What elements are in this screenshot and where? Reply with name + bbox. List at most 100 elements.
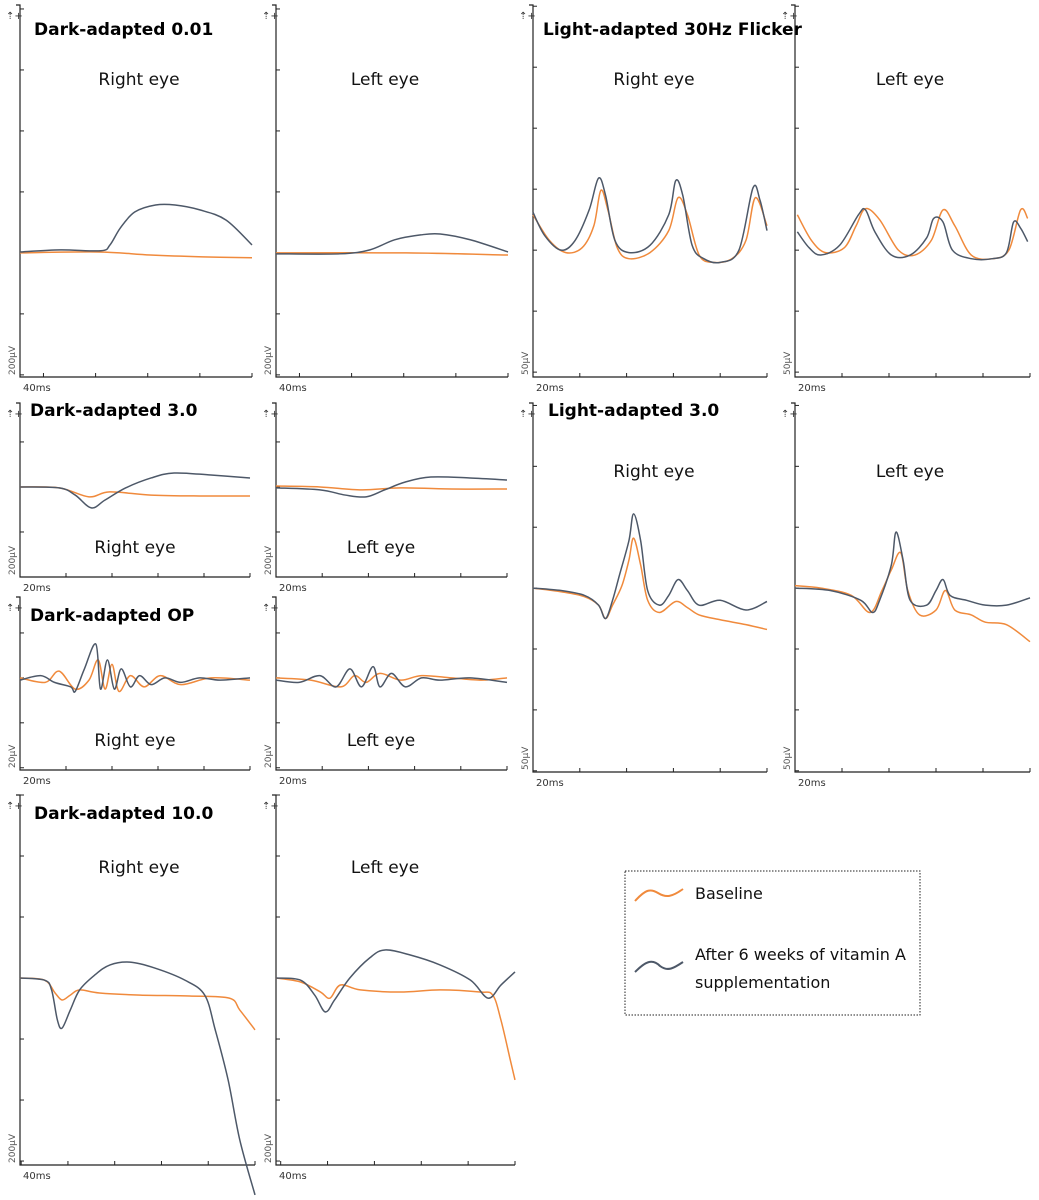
x-scale-label: 20ms: [23, 583, 51, 594]
polarity-icon: ⇡+: [262, 801, 279, 812]
after-supplementation-trace: [275, 476, 508, 498]
erg-panel: ⇡+ 40ms 200µV Dark-adapted 0.01 Right eye: [6, 4, 253, 394]
polarity-icon: ⇡+: [262, 11, 279, 22]
erg-panel: ⇡+ 20ms 200µV Dark-adapted 3.0 Right eye: [6, 401, 251, 594]
polarity-icon: ⇡+: [6, 801, 23, 812]
panel-title: Dark-adapted 3.0: [30, 401, 198, 421]
erg-panel: ⇡+ 20ms 50µV Light-adapted 3.0 Right eye: [519, 401, 768, 789]
legend-box: [624, 870, 921, 1016]
x-scale-label: 20ms: [798, 778, 826, 789]
erg-panel: ⇡+ 20ms 200µV Left eye: [262, 402, 508, 594]
panel-title: Dark-adapted 0.01: [34, 20, 213, 40]
after-supplementation-trace: [19, 472, 251, 509]
eye-label: Right eye: [98, 70, 179, 90]
legend: Baseline After 6 weeks of vitamin A supp…: [624, 870, 921, 1016]
after-supplementation-trace: [19, 643, 251, 693]
axis-lines: [16, 596, 250, 771]
baseline-trace: [275, 672, 508, 688]
after-supplementation-trace: [19, 203, 253, 253]
legend-after-label-line2: supplementation: [695, 973, 830, 992]
erg-panel: ⇡+ 20ms 50µV Light-adapted 30Hz Flicker Righ…: [519, 4, 803, 394]
axis-lines: [791, 4, 1030, 378]
eye-label: Right eye: [98, 858, 179, 878]
y-scale-label: 200µV: [8, 545, 18, 575]
y-scale-label: 50µV: [521, 746, 531, 770]
axis-lines: [272, 596, 507, 771]
baseline-trace: [19, 251, 253, 259]
eye-label: Right eye: [613, 70, 694, 90]
legend-baseline-label: Baseline: [695, 884, 763, 903]
x-scale-label: 20ms: [536, 778, 564, 789]
legend-after-label-line1: After 6 weeks of vitamin A: [695, 945, 906, 964]
axis-lines: [272, 794, 515, 1166]
y-scale-label: 50µV: [783, 746, 793, 770]
y-scale-label: 200µV: [264, 345, 274, 375]
polarity-icon: ⇡+: [262, 409, 279, 420]
polarity-icon: ⇡+: [781, 11, 798, 22]
x-scale-label: 20ms: [279, 583, 307, 594]
y-scale-label: 50µV: [783, 351, 793, 375]
after-supplementation-trace: [794, 531, 1031, 614]
y-scale-label: 200µV: [264, 545, 274, 575]
eye-label: Left eye: [347, 731, 415, 751]
y-scale-label: 20µV: [8, 744, 18, 768]
x-scale-label: 20ms: [536, 383, 564, 394]
panel-title: Light-adapted 30Hz Flicker: [543, 20, 803, 40]
polarity-icon: ⇡+: [262, 603, 279, 614]
axis-lines: [529, 402, 767, 773]
polarity-icon: ⇡+: [781, 409, 798, 420]
axis-lines: [16, 402, 250, 578]
polarity-icon: ⇡+: [6, 11, 23, 22]
after-supplementation-trace: [275, 949, 516, 1013]
baseline-trace: [275, 251, 509, 256]
eye-label: Right eye: [94, 538, 175, 558]
baseline-trace: [532, 189, 768, 264]
after-supplementation-trace: [275, 232, 509, 255]
axis-lines: [791, 402, 1030, 773]
eye-label: Left eye: [876, 462, 944, 482]
x-scale-label: 40ms: [279, 1171, 307, 1182]
panel-title: Dark-adapted OP: [30, 606, 194, 626]
legend-after-swatch: [634, 960, 684, 973]
x-scale-label: 40ms: [23, 383, 51, 394]
after-supplementation-trace: [19, 961, 256, 1196]
after-supplementation-trace: [532, 177, 768, 264]
x-scale-label: 20ms: [23, 776, 51, 787]
y-scale-label: 200µV: [264, 1133, 274, 1163]
axis-lines: [529, 4, 767, 378]
panel-title: Light-adapted 3.0: [548, 401, 719, 421]
erg-panel: ⇡+ 20ms 20µV Dark-adapted OP Right eye: [6, 596, 251, 787]
polarity-icon: ⇡+: [6, 409, 23, 420]
axis-lines: [272, 402, 507, 578]
y-scale-label: 200µV: [8, 1133, 18, 1163]
baseline-trace: [19, 486, 251, 498]
axis-lines: [16, 794, 255, 1166]
polarity-icon: ⇡+: [6, 603, 23, 614]
baseline-trace: [19, 659, 251, 693]
baseline-trace: [532, 537, 768, 631]
eye-label: Left eye: [351, 858, 419, 878]
erg-panel: ⇡+ 40ms 200µV Left eye: [262, 794, 516, 1182]
axis-lines: [272, 4, 508, 378]
baseline-trace: [275, 485, 508, 491]
baseline-trace: [19, 977, 256, 1031]
y-scale-label: 200µV: [8, 345, 18, 375]
baseline-trace: [275, 977, 516, 1081]
eye-label: Left eye: [347, 538, 415, 558]
x-scale-label: 20ms: [798, 383, 826, 394]
eye-label: Left eye: [876, 70, 944, 90]
y-scale-label: 50µV: [521, 351, 531, 375]
eye-label: Right eye: [613, 462, 694, 482]
erg-panel: ⇡+ 20ms 50µV Left eye: [781, 402, 1031, 789]
axis-lines: [16, 4, 252, 378]
after-supplementation-trace: [275, 665, 508, 688]
eye-label: Right eye: [94, 731, 175, 751]
after-supplementation-trace: [796, 207, 1029, 261]
erg-panel: ⇡+ 20ms 20µV Left eye: [262, 596, 508, 787]
after-supplementation-trace: [532, 513, 768, 620]
y-scale-label: 20µV: [264, 744, 274, 768]
x-scale-label: 40ms: [23, 1171, 51, 1182]
x-scale-label: 20ms: [279, 776, 307, 787]
panel-title: Dark-adapted 10.0: [34, 804, 213, 824]
